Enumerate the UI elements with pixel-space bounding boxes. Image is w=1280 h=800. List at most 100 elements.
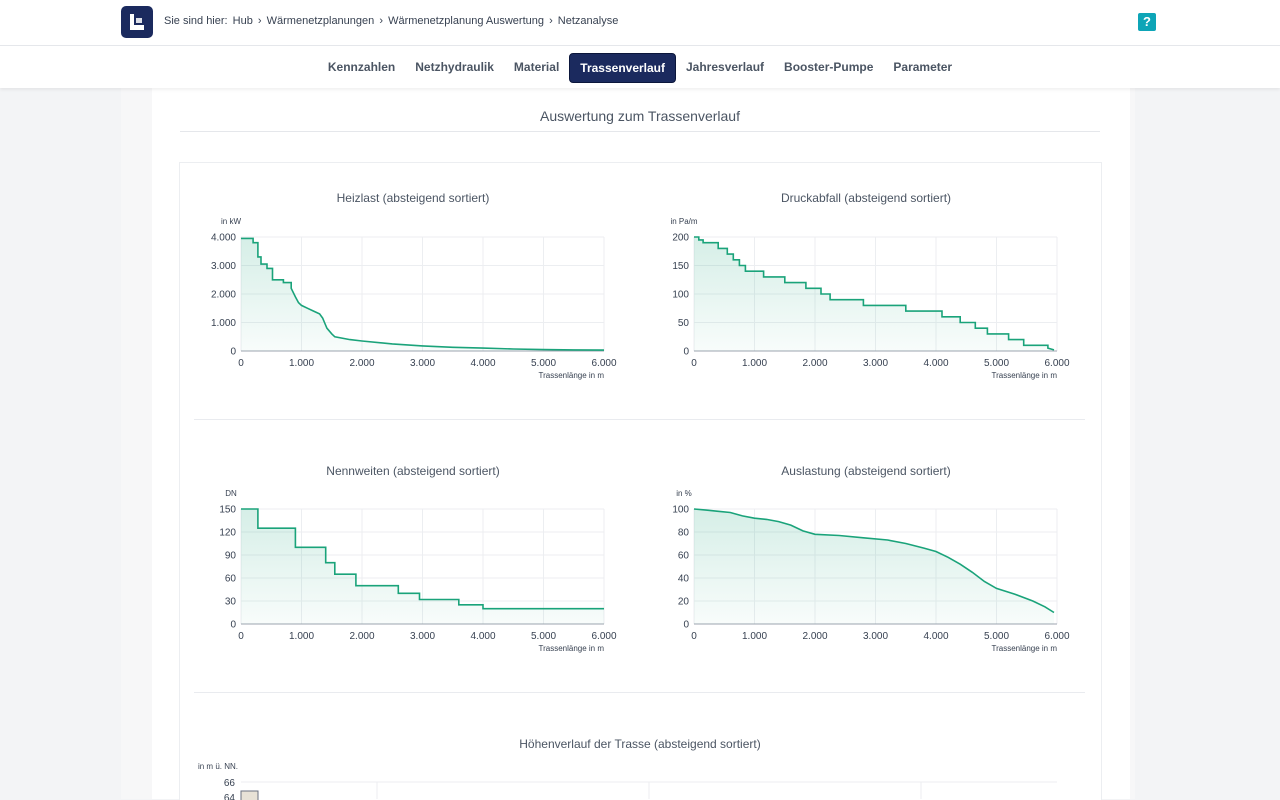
- charts-card: [179, 162, 1102, 800]
- tab-trassenverlauf[interactable]: Trassenverlauf: [569, 53, 676, 83]
- x-tick-label: 2.000: [349, 631, 374, 642]
- x-axis-label: Trassenlänge in m: [991, 644, 1057, 653]
- x-tick-label: 0: [238, 358, 244, 369]
- y-tick-label: 20: [678, 597, 690, 608]
- x-axis-label: Trassenlänge in m: [538, 371, 604, 380]
- y-tick-label: 60: [225, 574, 237, 585]
- x-tick-label: 0: [691, 631, 697, 642]
- y-tick-label: 100: [672, 505, 689, 516]
- tab-booster-pumpe[interactable]: Booster-Pumpe: [784, 60, 874, 74]
- chart-row-divider: [194, 419, 1085, 420]
- y-tick-label: 30: [225, 597, 237, 608]
- y-tick-label: 150: [219, 505, 236, 516]
- y-tick-label: 80: [678, 528, 690, 539]
- x-tick-label: 5.000: [531, 358, 556, 369]
- x-tick-label: 1.000: [742, 631, 767, 642]
- chart-title-druckabfall: Druckabfall (absteigend sortiert): [780, 191, 952, 205]
- logo-icon: [130, 14, 144, 30]
- y-tick-label: 150: [672, 261, 689, 272]
- y-tick-label: 2.000: [211, 290, 236, 301]
- y-tick-label: 0: [683, 347, 689, 358]
- x-tick-label: 6.000: [1044, 631, 1069, 642]
- y-axis-label: in kW: [221, 217, 241, 226]
- tab-jahresverlauf[interactable]: Jahresverlauf: [686, 60, 765, 74]
- x-tick-label: 5.000: [984, 631, 1009, 642]
- series-area: [694, 509, 1054, 624]
- tab-bar: Kennzahlen Netzhydraulik Material Trasse…: [0, 45, 1280, 88]
- y-tick-label: 3.000: [211, 261, 236, 272]
- x-tick-label: 5.000: [984, 358, 1009, 369]
- x-tick-label: 4.000: [923, 358, 948, 369]
- y-tick-label: 4.000: [211, 233, 236, 244]
- app-logo[interactable]: [121, 6, 153, 38]
- y-tick-label: 66: [224, 778, 236, 789]
- section-title: Auswertung zum Trassenverlauf: [540, 108, 740, 124]
- series-line: [241, 237, 605, 351]
- x-tick-label: 6.000: [591, 631, 616, 642]
- x-tick-label: 1.000: [742, 358, 767, 369]
- x-tick-label: 0: [238, 631, 244, 642]
- x-tick-label: 1.000: [289, 631, 314, 642]
- x-tick-label: 4.000: [470, 358, 495, 369]
- y-tick-label: 40: [678, 574, 690, 585]
- section-divider: [180, 131, 1100, 132]
- y-tick-label: 0: [230, 620, 236, 631]
- series-line: [694, 236, 1055, 351]
- x-tick-label: 3.000: [863, 358, 888, 369]
- y-tick-label: 60: [678, 551, 690, 562]
- series-line: [693, 508, 1055, 614]
- y-axis-label: DN: [225, 489, 237, 498]
- x-tick-label: 1.000: [289, 358, 314, 369]
- x-tick-label: 3.000: [863, 631, 888, 642]
- y-tick-label: 0: [683, 620, 689, 631]
- series-line: [241, 508, 604, 610]
- chart-title-heizlast: Heizlast (absteigend sortiert): [336, 191, 490, 205]
- chart-row-divider: [194, 692, 1085, 693]
- breadcrumb-current: Netzanalyse: [557, 15, 619, 27]
- x-tick-label: 6.000: [1044, 358, 1069, 369]
- x-tick-label: 3.000: [410, 631, 435, 642]
- chart-title-auslastung: Auslastung (absteigend sortiert): [781, 464, 951, 478]
- y-tick-label: 64: [224, 793, 236, 800]
- breadcrumb-separator: ›: [257, 15, 262, 27]
- x-tick-label: 3.000: [410, 358, 435, 369]
- y-tick-label: 50: [678, 318, 690, 329]
- breadcrumb-separator: ›: [549, 15, 553, 27]
- x-tick-label: 4.000: [470, 631, 495, 642]
- chart-title-hoehenverlauf: Höhenverlauf der Trasse (absteigend sort…: [519, 737, 761, 751]
- x-tick-label: 6.000: [591, 358, 616, 369]
- breadcrumb-link-hub[interactable]: Hub: [232, 15, 253, 27]
- x-tick-label: 2.000: [349, 358, 374, 369]
- chart-title-nennweiten: Nennweiten (absteigend sortiert): [326, 464, 500, 478]
- tab-netzhydraulik[interactable]: Netzhydraulik: [415, 60, 494, 74]
- top-header: Sie sind hier: Hub › Wärmenetzplanungen …: [0, 0, 1280, 46]
- series-area: [241, 509, 604, 624]
- x-axis-label: Trassenlänge in m: [538, 644, 604, 653]
- series-area: [241, 238, 604, 351]
- tab-material[interactable]: Material: [513, 60, 560, 74]
- breadcrumb-prefix: Sie sind hier:: [164, 15, 228, 27]
- x-tick-label: 5.000: [531, 631, 556, 642]
- y-tick-label: 1.000: [211, 318, 236, 329]
- help-button[interactable]: ?: [1138, 13, 1156, 31]
- y-axis-label: in Pa/m: [670, 217, 697, 226]
- y-tick-label: 120: [219, 528, 236, 539]
- breadcrumb-separator: ›: [379, 15, 383, 27]
- breadcrumb: Sie sind hier: Hub › Wärmenetzplanungen …: [164, 15, 620, 27]
- y-tick-label: 200: [672, 233, 689, 244]
- x-tick-label: 0: [691, 358, 697, 369]
- y-axis-label: in m ü. NN.: [198, 762, 238, 771]
- tab-parameter[interactable]: Parameter: [893, 60, 953, 74]
- breadcrumb-link-waermenetzplanungen[interactable]: Wärmenetzplanungen: [266, 15, 375, 27]
- x-tick-label: 2.000: [802, 631, 827, 642]
- tab-kennzahlen[interactable]: Kennzahlen: [327, 60, 396, 74]
- tab-list: Kennzahlen Netzhydraulik Material Trasse…: [0, 53, 1280, 83]
- y-tick-label: 100: [672, 290, 689, 301]
- breadcrumb-link-auswertung[interactable]: Wärmenetzplanung Auswertung: [388, 15, 544, 27]
- y-tick-label: 0: [230, 347, 236, 358]
- x-tick-label: 4.000: [923, 631, 948, 642]
- y-axis-label: in %: [676, 489, 692, 498]
- x-tick-label: 2.000: [802, 358, 827, 369]
- x-axis-label: Trassenlänge in m: [991, 371, 1057, 380]
